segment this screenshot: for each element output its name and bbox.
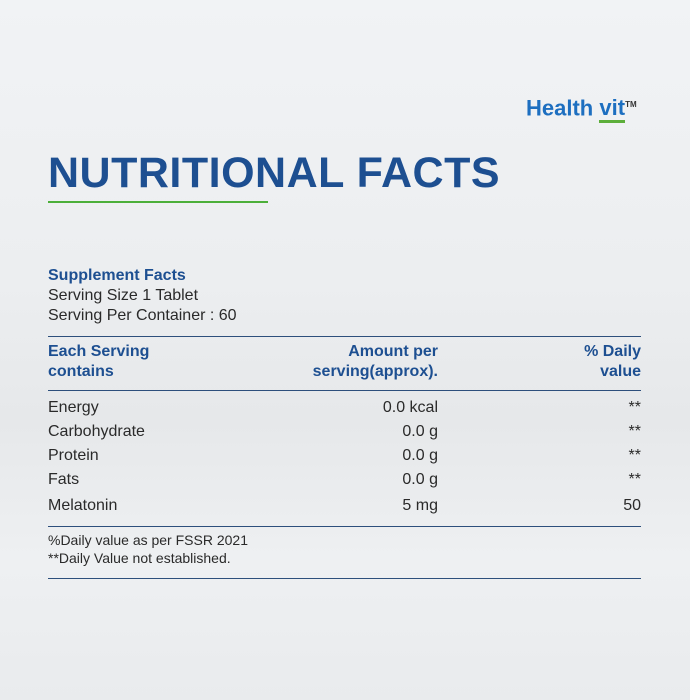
daily-value: 50 — [623, 497, 641, 514]
daily-value: ** — [628, 399, 641, 416]
servings-per-container: Serving Per Container : 60 — [48, 307, 237, 324]
footnote: %Daily value as per FSSR 2021 — [48, 532, 248, 548]
daily-value: ** — [628, 447, 641, 464]
brand-part1: Health — [526, 95, 594, 121]
nutrient-name: Energy — [48, 399, 99, 416]
footnote: **Daily Value not established. — [48, 550, 231, 566]
header-line: Amount per — [348, 343, 438, 360]
supplement-heading: Supplement Facts — [48, 267, 186, 284]
daily-value: ** — [628, 471, 641, 488]
header-line: serving(approx). — [312, 363, 438, 380]
amount: 0.0 g — [402, 471, 438, 488]
rule — [48, 390, 641, 391]
brand-logo: Health vitTM — [526, 90, 637, 124]
header-cell: Amount per serving(approx). — [313, 342, 438, 382]
amount: 0.0 kcal — [382, 399, 438, 416]
daily-value: ** — [628, 423, 641, 440]
title-underline — [48, 201, 268, 203]
amount: 5 mg — [402, 497, 438, 514]
nutrient-name: Fats — [48, 471, 80, 488]
header-line: value — [600, 363, 641, 380]
title: NUTRITIONAL FACTS — [48, 149, 501, 197]
nutrient-name: Melatonin — [48, 497, 118, 514]
nutrient-name: Protein — [48, 447, 99, 464]
rule — [48, 336, 641, 337]
header-line: % Daily — [584, 343, 641, 360]
rule — [48, 526, 641, 527]
amount: 0.0 g — [402, 447, 438, 464]
trademark: TM — [625, 100, 637, 109]
brand-part2: vit — [599, 95, 626, 124]
rule — [48, 578, 641, 579]
header-cell: % Daily value — [584, 342, 641, 382]
amount: 0.0 g — [402, 423, 438, 440]
header-cell: Each Serving contains — [48, 342, 149, 382]
header-line: contains — [48, 363, 114, 380]
header-line: Each Serving — [48, 343, 150, 360]
serving-size: Serving Size 1 Tablet — [48, 287, 199, 304]
nutrient-name: Carbohydrate — [48, 423, 145, 440]
